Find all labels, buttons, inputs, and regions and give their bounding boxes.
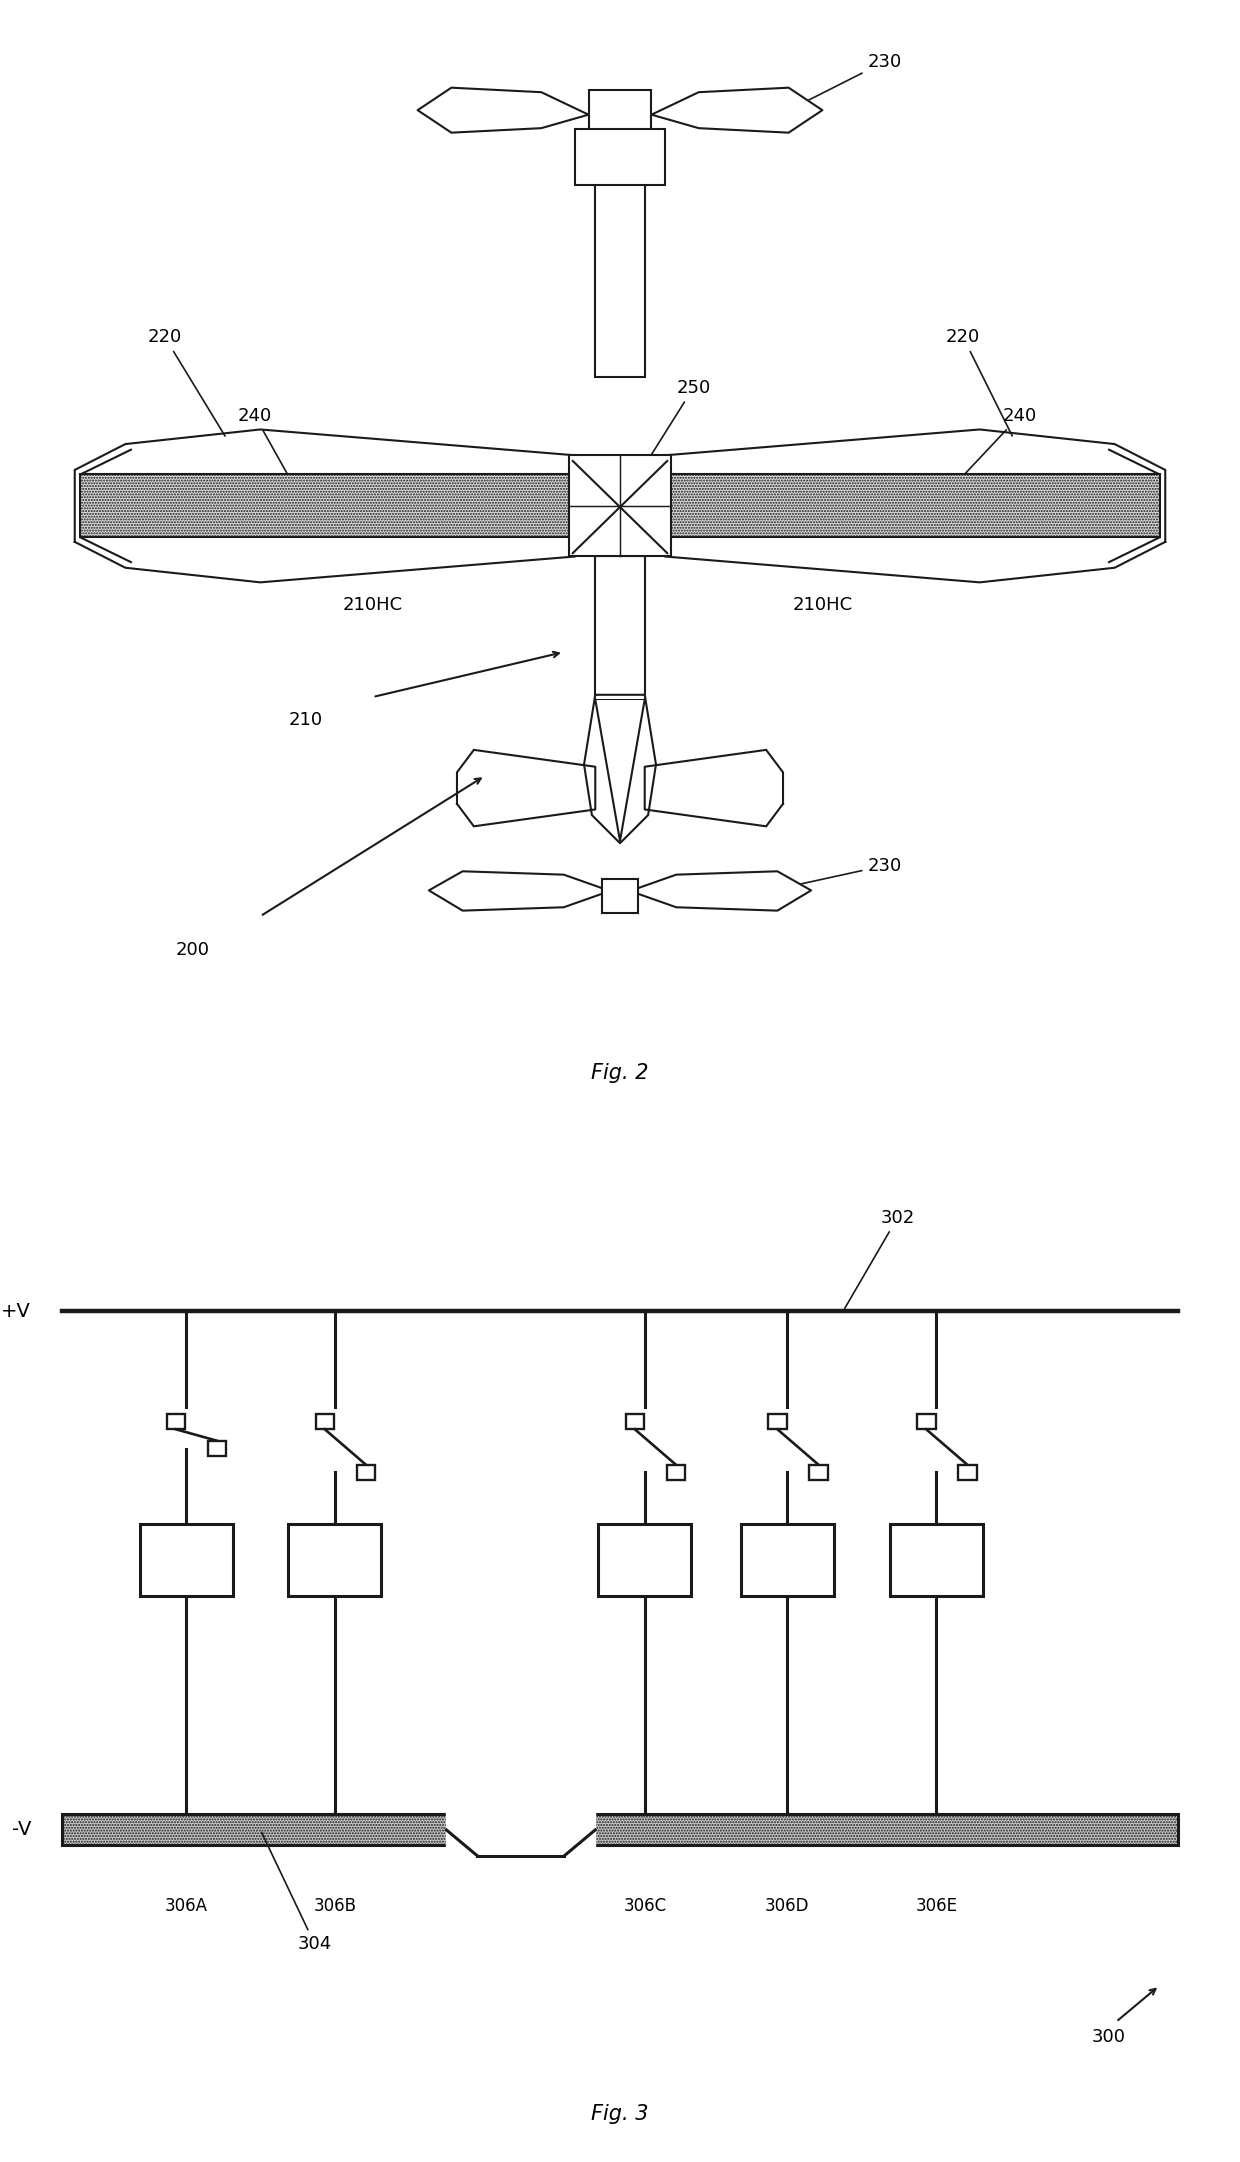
Text: 240: 240	[936, 406, 1037, 504]
Text: 220: 220	[946, 329, 1012, 437]
Polygon shape	[74, 430, 575, 582]
Text: 306E: 306E	[915, 1898, 957, 1916]
Polygon shape	[429, 871, 601, 910]
Bar	[62, 1814, 1178, 1846]
Bar	[315, 1414, 334, 1429]
Text: 304: 304	[262, 1833, 332, 1952]
Bar	[139, 1524, 233, 1596]
Text: 220: 220	[148, 329, 226, 437]
Polygon shape	[418, 89, 589, 132]
Bar	[742, 1524, 833, 1596]
Polygon shape	[665, 430, 1166, 582]
Bar	[916, 1414, 935, 1429]
Text: 300: 300	[1091, 2028, 1125, 2047]
Bar	[575, 130, 665, 186]
Bar	[166, 1414, 186, 1429]
Bar	[808, 1464, 828, 1481]
Text: 302: 302	[844, 1209, 915, 1308]
Text: +V: +V	[1, 1302, 31, 1321]
Text: 250: 250	[639, 378, 711, 476]
Text: 306A: 306A	[165, 1898, 207, 1916]
Text: 210HC: 210HC	[792, 597, 852, 614]
Polygon shape	[458, 750, 595, 826]
Bar	[589, 91, 651, 132]
Bar	[626, 1414, 645, 1429]
Bar	[595, 556, 645, 696]
Bar	[889, 1524, 982, 1596]
Polygon shape	[645, 750, 782, 826]
Text: -V: -V	[11, 1820, 31, 1840]
Text: 210: 210	[288, 711, 322, 729]
Bar	[446, 1810, 595, 1851]
Bar	[599, 1524, 692, 1596]
Text: Fig. 2: Fig. 2	[591, 1064, 649, 1083]
Text: Fig. 3: Fig. 3	[591, 2104, 649, 2125]
Bar	[595, 184, 645, 376]
Bar	[601, 880, 639, 912]
Polygon shape	[639, 871, 811, 910]
Text: 200: 200	[176, 940, 210, 960]
Bar	[357, 1464, 374, 1481]
Bar	[665, 473, 1159, 538]
Polygon shape	[584, 694, 656, 843]
Text: 230: 230	[769, 856, 901, 891]
Text: 306D: 306D	[765, 1898, 810, 1916]
Text: 240: 240	[238, 406, 304, 504]
Bar	[288, 1524, 382, 1596]
Bar	[957, 1464, 977, 1481]
Text: 306B: 306B	[314, 1898, 356, 1916]
Bar	[81, 473, 575, 538]
Bar	[208, 1440, 226, 1457]
Bar	[667, 1464, 684, 1481]
Text: 210HC: 210HC	[342, 597, 403, 614]
Polygon shape	[651, 89, 822, 132]
Text: 306C: 306C	[624, 1898, 666, 1916]
Bar	[569, 456, 671, 556]
Text: 230: 230	[791, 52, 901, 108]
Bar	[768, 1414, 786, 1429]
